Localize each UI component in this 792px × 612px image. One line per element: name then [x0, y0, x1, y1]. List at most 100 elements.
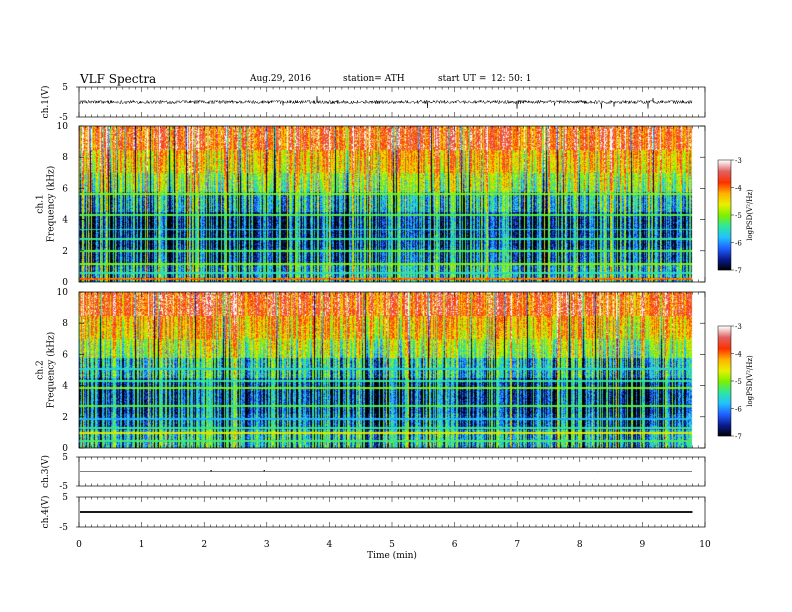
colorbar-swatch: [718, 388, 731, 390]
colorbar-swatch: [718, 243, 731, 245]
colorbar-swatch: [718, 232, 731, 234]
colorbar-swatch: [718, 240, 731, 242]
colorbar-swatch: [718, 342, 731, 344]
colorbar-tick-label: -7: [735, 433, 742, 441]
colorbar-tick-label: -3: [735, 157, 742, 165]
colorbar-swatch: [718, 385, 731, 387]
colorbar-swatch: [718, 415, 731, 417]
colorbar-swatch: [718, 236, 731, 238]
colorbar-tick-label: -5: [735, 212, 742, 220]
colorbar-swatch: [718, 167, 731, 169]
colorbar-swatch: [718, 186, 731, 188]
colorbar-swatch: [718, 202, 731, 204]
colorbar-swatch: [718, 162, 731, 164]
colorbar-swatch: [718, 244, 731, 246]
colorbar-swatch: [718, 173, 731, 175]
colorbar-swatch: [718, 431, 731, 433]
colorbar-swatch: [718, 353, 731, 355]
colorbar-swatch: [718, 351, 731, 353]
colorbar-swatch: [718, 378, 731, 380]
colorbar-swatch: [718, 369, 731, 371]
y-tick-label: 0: [62, 444, 68, 454]
colorbar-swatch: [718, 345, 731, 347]
y-tick-label: 4: [62, 216, 68, 226]
x-tick-label: 5: [389, 540, 395, 550]
colorbar-swatch: [718, 416, 731, 418]
colorbar-swatch: [718, 364, 731, 366]
colorbar-label: logPSD(V²/Hz): [746, 355, 754, 407]
colorbar-swatch: [718, 251, 731, 253]
colorbar-swatch: [718, 225, 731, 227]
colorbar-swatch: [718, 340, 731, 342]
colorbar-swatch: [718, 423, 731, 425]
ch2-spectrogram-colorbar: -3 -4 -5 -6 -7 logPSD(V²/Hz): [717, 323, 754, 441]
colorbar-swatch: [718, 336, 731, 338]
colorbar-swatch: [718, 234, 731, 236]
colorbar-swatch: [718, 210, 731, 212]
colorbar-swatch: [718, 196, 731, 198]
colorbar-swatch: [718, 267, 731, 269]
x-tick-label: 1: [139, 540, 145, 550]
waveform-spike: [210, 470, 212, 472]
ylabel-line: ch.2: [36, 360, 46, 379]
ch3-waveform-ylabel: ch.3(V): [40, 455, 51, 488]
x-axis-label: Time (min): [367, 550, 417, 561]
x-tick-label: 10: [699, 540, 711, 550]
colorbar-swatch: [718, 382, 731, 384]
colorbar-tick-label: -6: [735, 240, 742, 248]
colorbar-swatch: [718, 235, 731, 237]
time-axis: 0 1 2 3 4 5 6 7 8 9 10 Time (min): [76, 540, 711, 561]
colorbar-swatch: [718, 413, 731, 415]
y-tick-label: -5: [59, 113, 68, 123]
colorbar-swatch: [718, 170, 731, 172]
colorbar-swatch: [718, 379, 731, 381]
colorbar-swatch: [718, 395, 731, 397]
ch2-spectrogram-ylabel: ch.2Frequency (kHz): [36, 332, 57, 409]
x-tick-label: 0: [76, 540, 82, 550]
colorbar-swatch: [718, 386, 731, 388]
x-tick-label: 4: [327, 540, 333, 550]
colorbar-swatch: [718, 404, 731, 406]
colorbar-swatch: [718, 231, 731, 233]
colorbar-swatch: [718, 432, 731, 434]
ylabel-line: ch.1: [36, 194, 46, 213]
colorbar-swatch: [718, 360, 731, 362]
colorbar-swatch: [718, 372, 731, 374]
colorbar-swatch: [718, 216, 731, 218]
colorbar-swatch: [718, 428, 731, 430]
colorbar-swatch: [718, 368, 731, 370]
colorbar-swatch: [718, 347, 731, 349]
colorbar-swatch: [718, 205, 731, 207]
colorbar-swatch: [718, 175, 731, 177]
colorbar-swatch: [718, 256, 731, 258]
colorbar-swatch: [718, 257, 731, 259]
colorbar-swatch: [718, 341, 731, 343]
ch1-spectrogram-panel: 0 2 4 6 8 10 ch.1Frequency (kHz): [36, 122, 706, 288]
ch1-waveform-panel: 5 -5 ch.1(V): [40, 83, 706, 123]
colorbar-swatch: [718, 160, 731, 162]
colorbar-swatch: [718, 223, 731, 225]
colorbar-tick-label: -5: [735, 378, 742, 386]
colorbar-swatch: [718, 381, 731, 383]
colorbar-swatch: [718, 429, 731, 431]
colorbar-swatch: [718, 237, 731, 239]
colorbar-swatch: [718, 208, 731, 210]
y-tick-label: 5: [62, 83, 68, 93]
colorbar-swatch: [718, 182, 731, 184]
colorbar-swatch: [718, 179, 731, 181]
colorbar-swatch: [718, 177, 731, 179]
colorbar-swatch: [718, 215, 731, 217]
colorbar-swatch: [718, 402, 731, 404]
colorbar-swatch: [718, 390, 731, 392]
colorbar-swatch: [718, 209, 731, 211]
colorbar-swatch: [718, 169, 731, 171]
ch1-spectrogram-ylabel: ch.1Frequency (kHz): [36, 166, 57, 243]
colorbar-swatch: [718, 195, 731, 197]
colorbar-swatch: [718, 226, 731, 228]
colorbar-swatch: [718, 387, 731, 389]
ylabel-line: Frequency (kHz): [46, 332, 57, 409]
colorbar-swatch: [718, 245, 731, 247]
colorbar-swatch: [718, 185, 731, 187]
start-ut-time: 12: 50: 1: [491, 74, 532, 84]
